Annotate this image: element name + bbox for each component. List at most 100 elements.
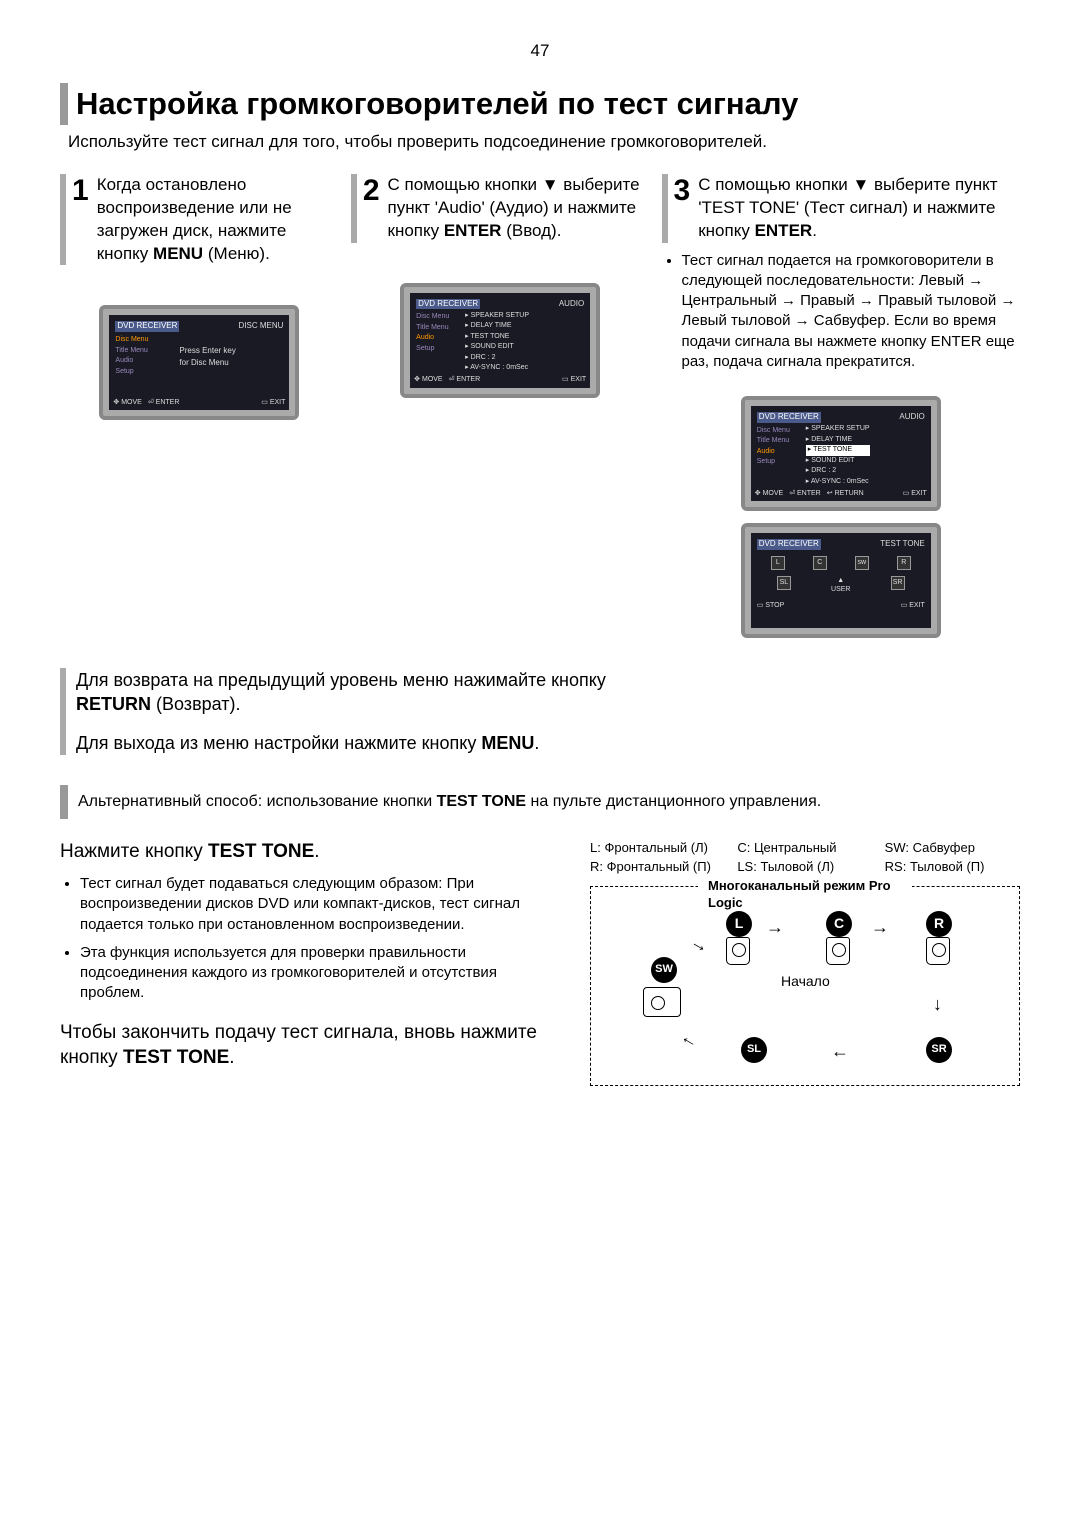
mid-p2-pre: Для выхода из меню настройки нажмите кно… <box>76 733 481 753</box>
tt-C: C <box>813 556 827 570</box>
lg-rs: RS: Тыловой (П) <box>885 858 1020 876</box>
alt-bold: TEST TONE <box>437 793 527 810</box>
start-label: Начало <box>781 972 830 991</box>
tv3a-fx: EXIT <box>911 490 927 497</box>
tv2-i0: SPEAKER SETUP <box>465 311 529 322</box>
step-2-post: (Ввод). <box>501 221 561 240</box>
step-2: 2 С помощью кнопки ▼ выберите пункт 'Aud… <box>351 174 650 638</box>
tv1-m0: Disc Menu <box>115 335 283 346</box>
subtitle: Используйте тест сигнал для того, чтобы … <box>68 131 1020 154</box>
lg-r: R: Фронтальный (П) <box>590 858 725 876</box>
tt-R: R <box>897 556 911 570</box>
tv3b-footer: ▭ STOP ▭ EXIT <box>757 601 925 610</box>
tv3a-footer: ✥ MOVE ⏎ ENTER ↩ RETURN ▭ EXIT <box>755 489 927 498</box>
tv1-m3: Setup <box>115 367 283 378</box>
tv3a-title: DVD RECEIVER <box>757 412 821 423</box>
alt-banner: Альтернативный способ: использование кно… <box>60 785 1020 819</box>
mid-p1-post: (Возврат). <box>151 694 241 714</box>
tv3b-row1: L C sw R <box>757 556 925 570</box>
spicon-R <box>926 937 950 965</box>
mid-p2: Для выхода из меню настройки нажмите кно… <box>76 731 680 755</box>
tv-screenshot-3a: DVD RECEIVERAUDIO Disc Menu Title Menu A… <box>741 396 941 511</box>
step-3: 3 С помощью кнопки ▼ выберите пункт 'TES… <box>662 174 1020 638</box>
bh-bold: TEST TONE <box>208 841 314 862</box>
tv2-fm: MOVE <box>422 376 443 383</box>
tv3a-i0: SPEAKER SETUP <box>806 424 870 435</box>
page-title: Настройка громкоговорителей по тест сигн… <box>76 83 1020 125</box>
step-1: 1 Когда остановлено воспроизведение или … <box>60 174 339 638</box>
tv3b-stop: STOP <box>765 602 784 609</box>
tv2-i5: AV-SYNC : 0mSec <box>465 363 529 374</box>
tt-SW: sw <box>855 556 869 570</box>
tv3a-fe: ENTER <box>797 490 821 497</box>
bottom-left: Нажмите кнопку TEST TONE. Тест сигнал бу… <box>60 839 560 1086</box>
legend-and-diagram: L: Фронтальный (Л) C: Центральный SW: Са… <box>590 839 1020 1086</box>
tv1-fx: EXIT <box>270 399 286 406</box>
tv3b-section: TEST TONE <box>880 539 924 550</box>
tv2-items: SPEAKER SETUP DELAY TIME TEST TONE SOUND… <box>465 311 529 374</box>
tv3b-row2: SL ▲USER SR <box>757 576 925 595</box>
spicon-C <box>826 937 850 965</box>
step-3-post: . <box>812 221 817 240</box>
lg-l: L: Фронтальный (Л) <box>590 839 725 857</box>
tv3a-i4: DRC : 2 <box>806 466 870 477</box>
step-3-note: Тест сигнал подается на громкоговорители… <box>662 251 1020 377</box>
step-3-pre: С помощью кнопки ▼ выберите пункт 'TEST … <box>698 175 997 240</box>
bottom-heading: Нажмите кнопку TEST TONE. <box>60 839 560 865</box>
tv1-title: DVD RECEIVER <box>115 321 179 332</box>
tv2-fx: EXIT <box>571 376 587 383</box>
bb2: Эта функция используется для проверки пр… <box>80 943 560 1004</box>
arrow-slsw: ← <box>676 1024 704 1054</box>
bf-bold: TEST TONE <box>123 1047 229 1068</box>
tv3a-i1: DELAY TIME <box>806 435 870 446</box>
tv3b-exit: EXIT <box>909 602 925 609</box>
node-L: L <box>726 911 752 937</box>
tv1-center: Press Enter key for Disc Menu <box>179 345 235 367</box>
tv3a-fm: MOVE <box>763 490 784 497</box>
step-1-bold: MENU <box>153 244 203 263</box>
node-R: R <box>926 911 952 937</box>
step-1-number: 1 <box>72 176 89 266</box>
spicon-L <box>726 937 750 965</box>
step-2-text: С помощью кнопки ▼ выберите пункт 'Audio… <box>388 174 650 243</box>
arrow-swl: → <box>686 929 714 959</box>
arrow-rsr: ↓ <box>933 992 942 1016</box>
tv2-i1: DELAY TIME <box>465 321 529 332</box>
arrow-cr: → <box>871 915 889 939</box>
bottom-final: Чтобы закончить подачу тест сигнала, вно… <box>60 1020 560 1071</box>
tv1-footer: ✥ MOVE ⏎ ENTER ▭ EXIT <box>113 398 285 407</box>
tv2-title: DVD RECEIVER <box>416 299 480 310</box>
node-SL: SL <box>741 1037 767 1063</box>
mid-p1-pre: Для возврата на предыдущий уровень меню … <box>76 670 606 690</box>
tv3a-fr: RETURN <box>835 490 864 497</box>
tv2-i3: SOUND EDIT <box>465 342 529 353</box>
tt-L: L <box>771 556 785 570</box>
arrow-srsl: ← <box>831 1039 849 1063</box>
tv3a-items: SPEAKER SETUP DELAY TIME TEST TONE SOUND… <box>806 424 870 487</box>
tv-screenshot-2: DVD RECEIVERAUDIO Disc Menu Title Menu A… <box>400 283 600 398</box>
step-1-post: (Меню). <box>203 244 270 263</box>
bottom-bullets: Тест сигнал будет подаваться следующим о… <box>60 874 560 1004</box>
bh-post: . <box>314 841 319 862</box>
step-3-text: С помощью кнопки ▼ выберите пункт 'TEST … <box>698 174 1020 243</box>
mid-notes: Для возврата на предыдущий уровень меню … <box>60 668 680 755</box>
step-3-note-text: Тест сигнал подается на громкоговорители… <box>682 251 1020 373</box>
bb1: Тест сигнал будет подаваться следующим о… <box>80 874 560 935</box>
step-2-number: 2 <box>363 176 380 243</box>
tt-SR: SR <box>891 576 905 590</box>
speaker-diagram: Многоканальный режим Pro Logic L C R SW … <box>590 886 1020 1086</box>
mid-p2-bold: MENU <box>481 733 534 753</box>
tv2-fe: ENTER <box>456 376 480 383</box>
tv-screenshot-3b: DVD RECEIVERTEST TONE L C sw R SL ▲USER … <box>741 523 941 638</box>
tv2-i2: TEST TONE <box>465 332 529 343</box>
tv3a-i5: AV-SYNC : 0mSec <box>806 477 870 488</box>
legend-grid: L: Фронтальный (Л) C: Центральный SW: Са… <box>590 839 1020 876</box>
alt-pre: Альтернативный способ: использование кно… <box>78 793 437 810</box>
tv1-fe: ENTER <box>156 399 180 406</box>
bf-post: . <box>229 1047 234 1068</box>
tv1-section: DISC MENU <box>239 321 284 332</box>
mid-p2-post: . <box>534 733 539 753</box>
mid-p1: Для возврата на предыдущий уровень меню … <box>76 668 680 717</box>
tv-screenshot-1: DVD RECEIVERDISC MENU Disc Menu Title Me… <box>99 305 299 420</box>
tt-SL: SL <box>777 576 791 590</box>
